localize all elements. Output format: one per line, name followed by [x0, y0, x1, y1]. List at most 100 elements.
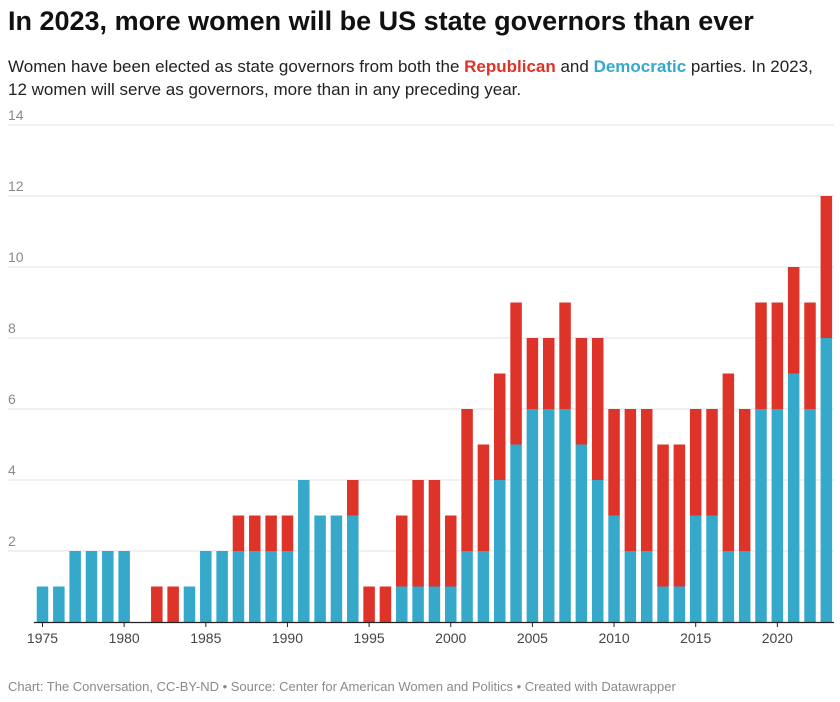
bar-democratic-1990 [281, 551, 294, 622]
bar-republican-1998 [412, 480, 424, 587]
y-tick-label-14: 14 [8, 107, 24, 123]
bar-republican-2014 [673, 444, 686, 587]
bar-republican-2004 [510, 302, 522, 445]
bar-republican-2021 [787, 267, 800, 374]
bar-republican-1987 [232, 515, 245, 551]
bar-republican-2022 [804, 302, 816, 409]
bar-republican-2013 [657, 444, 669, 587]
bar-democratic-2022 [804, 409, 816, 622]
bar-republican-2007 [559, 302, 571, 409]
bar-democratic-1985 [200, 551, 212, 622]
bar-democratic-1975 [36, 586, 49, 622]
x-tick-label-2005: 2005 [517, 630, 548, 646]
y-tick-label-12: 12 [8, 178, 24, 194]
x-tick-label-1980: 1980 [109, 630, 140, 646]
bar-republican-2012 [640, 409, 653, 551]
bar-republican-2018 [738, 409, 751, 551]
bar-republican-2010 [608, 409, 620, 516]
bar-democratic-2004 [510, 444, 522, 622]
bar-democratic-1979 [102, 551, 114, 622]
bar-democratic-2016 [706, 515, 718, 622]
bar-democratic-2015 [689, 515, 702, 622]
bar-democratic-2000 [445, 586, 457, 622]
bar-democratic-1988 [249, 551, 261, 622]
bar-democratic-2013 [657, 586, 669, 622]
bar-democratic-1987 [232, 551, 245, 622]
bar-democratic-2011 [624, 551, 637, 622]
bar-democratic-2018 [738, 551, 751, 622]
y-tick-label-4: 4 [8, 462, 16, 478]
bar-republican-2017 [722, 373, 735, 551]
bar-republican-1994 [347, 480, 359, 516]
bar-democratic-1986 [216, 551, 228, 622]
bar-democratic-2007 [559, 409, 571, 622]
bar-republican-1990 [281, 515, 294, 551]
bar-democratic-2003 [493, 480, 506, 622]
bar-democratic-2017 [722, 551, 735, 622]
bar-republican-2000 [445, 515, 457, 587]
chart-subtitle: Women have been elected as state governo… [8, 55, 836, 101]
bar-democratic-1977 [69, 551, 81, 622]
x-tick-label-2010: 2010 [598, 630, 629, 646]
bar-republican-2011 [624, 409, 637, 551]
x-tick-label-2020: 2020 [762, 630, 793, 646]
bar-democratic-2005 [526, 409, 539, 622]
bar-democratic-1998 [412, 586, 424, 622]
bar-democratic-1989 [265, 551, 277, 622]
bar-democratic-2014 [673, 586, 686, 622]
y-tick-label-10: 10 [8, 249, 24, 265]
bar-democratic-2021 [787, 373, 800, 622]
bar-republican-1999 [428, 480, 441, 587]
bar-republican-2001 [461, 409, 473, 551]
bar-democratic-1976 [53, 586, 65, 622]
bar-republican-2006 [542, 338, 555, 409]
bar-republican-1989 [265, 515, 277, 551]
bar-democratic-1978 [85, 551, 98, 622]
bar-republican-2023 [820, 196, 833, 338]
y-axis-labels: 2 4 6 8 10 12 14 [8, 107, 24, 549]
bar-democratic-1993 [330, 515, 343, 622]
x-tick-label-1990: 1990 [272, 630, 303, 646]
bar-republican-2015 [689, 409, 702, 516]
legend-republican: Republican [464, 57, 556, 76]
bar-republican-2003 [493, 373, 506, 480]
bar-republican-2020 [771, 302, 784, 409]
source-credit: Chart: The Conversation, CC-BY-ND • Sour… [8, 679, 676, 694]
bar-democratic-2001 [461, 551, 473, 622]
bar-democratic-2012 [640, 551, 653, 622]
x-tick-label-2015: 2015 [680, 630, 711, 646]
subtitle-text-1: Women have been elected as state governo… [8, 57, 465, 76]
y-tick-label-6: 6 [8, 391, 16, 407]
y-tick-label-8: 8 [8, 320, 16, 336]
subtitle-text-3: parties. In 2023, 12 women will serve as… [8, 57, 813, 99]
bar-democratic-2010 [608, 515, 620, 622]
x-axis-labels: 1975 1980 1985 1990 1995 2000 2005 2010 2015 2020 [27, 622, 793, 646]
bar-democratic-1999 [428, 586, 441, 622]
bar-democratic-2009 [591, 480, 604, 622]
bar-republican-1988 [249, 515, 261, 551]
x-tick-label-1995: 1995 [354, 630, 385, 646]
bar-republican-1983 [167, 586, 179, 622]
bars [36, 196, 833, 622]
x-tick-label-1975: 1975 [27, 630, 58, 646]
bar-democratic-2023 [820, 338, 833, 622]
bar-republican-2019 [755, 302, 767, 409]
bar-republican-2002 [477, 444, 490, 551]
bar-democratic-1991 [298, 480, 310, 622]
bar-republican-1996 [379, 586, 392, 622]
bar-republican-1997 [396, 515, 408, 587]
bar-republican-2008 [575, 338, 588, 445]
subtitle-text-2: and [555, 57, 594, 76]
bar-democratic-2008 [575, 444, 588, 622]
bar-democratic-2002 [477, 551, 490, 622]
chart-title: In 2023, more women will be US state gov… [8, 6, 754, 36]
bar-republican-2016 [706, 409, 718, 516]
legend-democratic: Democratic [593, 57, 687, 76]
bar-republican-1982 [151, 586, 163, 622]
bar-democratic-1994 [347, 515, 359, 622]
x-tick-label-2000: 2000 [435, 630, 466, 646]
bar-democratic-1997 [396, 586, 408, 622]
bar-democratic-2019 [755, 409, 767, 622]
bar-democratic-2020 [771, 409, 784, 622]
